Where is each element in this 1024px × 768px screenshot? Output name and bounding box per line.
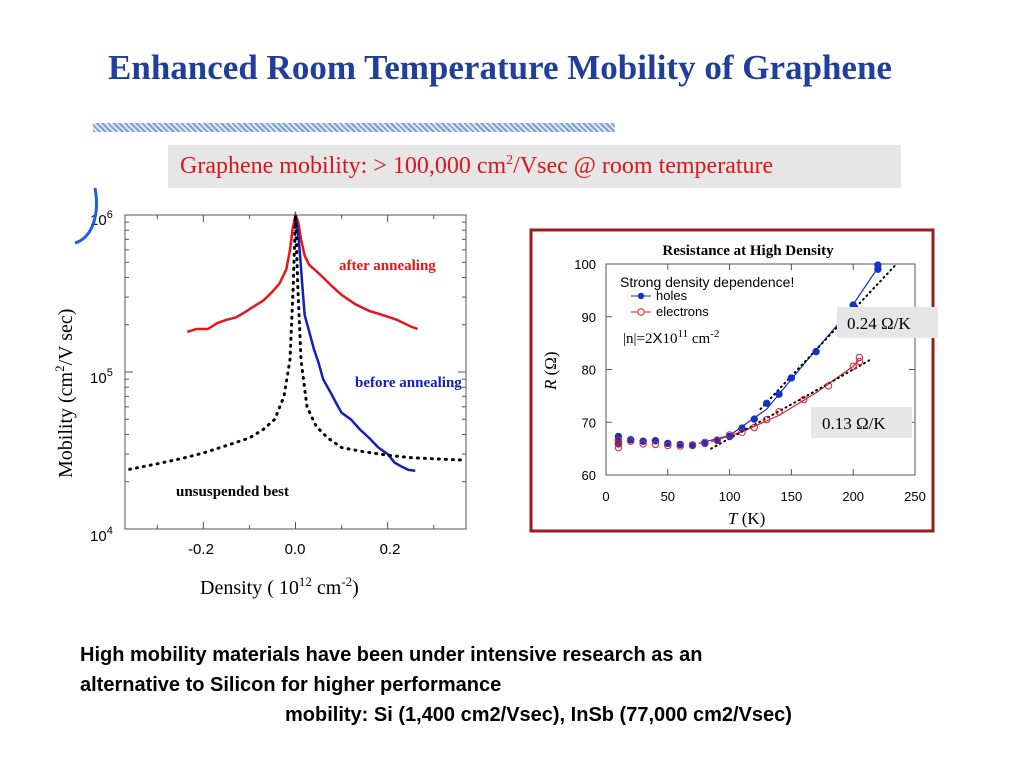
point-holes	[874, 261, 882, 269]
legend-electrons-marker	[637, 308, 645, 316]
decorative-swoosh	[74, 187, 98, 245]
point-electrons	[701, 438, 709, 446]
fit-electrons-extrap	[710, 357, 873, 450]
resistance-ytick-label: 100	[574, 257, 596, 272]
point-electrons	[849, 362, 857, 370]
mobility-ticks	[125, 215, 466, 530]
slope-label-electrons: 0.13 Ω/K	[822, 414, 886, 433]
point-electrons	[614, 443, 623, 452]
resistance-ytick-label: 60	[582, 468, 596, 483]
slope-box-holes	[837, 307, 938, 338]
legend-holes-marker	[637, 292, 645, 300]
banner-prefix: Graphene mobility: > 100,000 cm	[180, 153, 507, 179]
slope-box-electrons	[811, 407, 912, 438]
point-holes	[639, 437, 647, 445]
series-unsuspended-best	[128, 214, 463, 471]
mobility-ylabel: Mobility (cm2/V sec)	[52, 309, 77, 478]
resistance-xtick-label: 150	[781, 489, 803, 504]
fit-holes-extrap	[759, 263, 898, 411]
point-electrons	[614, 436, 623, 444]
annotation-after-annealing: after annealing	[339, 258, 436, 274]
resistance-xtick-label: 200	[842, 489, 864, 504]
point-holes	[775, 390, 783, 398]
resistance-ytick-label: 70	[582, 415, 596, 430]
point-electrons	[775, 408, 783, 416]
resistance-ytick-label: 90	[582, 310, 596, 325]
charts-canvas: 104 105 106 -0.2 0.0 0.2 Density ( 1012 …	[52, 187, 938, 599]
point-holes	[787, 374, 796, 382]
resistance-chart-title: Resistance at High Density	[662, 243, 834, 259]
point-holes	[664, 439, 672, 448]
resistance-ytick-label: 80	[582, 363, 596, 378]
point-holes	[627, 436, 635, 444]
legend-holes-label: holes	[656, 288, 688, 303]
point-electrons	[713, 436, 721, 444]
page-title: Enhanced Room Temperature Mobility of Gr…	[108, 48, 892, 87]
point-holes	[812, 347, 820, 356]
point-electrons	[738, 428, 746, 436]
resistance-points	[614, 261, 882, 452]
point-electrons	[725, 431, 734, 439]
resistance-panel-border	[529, 228, 935, 533]
point-electrons	[639, 440, 647, 448]
mobility-xtick-0.0: 0.0	[285, 541, 306, 558]
mobility-lines	[128, 210, 463, 472]
body-text: High mobility materials have been under …	[80, 640, 980, 730]
legend-electrons-label: electrons	[656, 304, 709, 319]
mobility-xlabel: Density ( 1012 cm-2)	[200, 574, 359, 599]
point-electrons	[688, 441, 697, 450]
banner-suffix: /Vsec @ room temperature	[513, 153, 774, 179]
resistance-xtick-label: 100	[719, 489, 741, 504]
resistance-ylabel: R (Ω)	[541, 351, 560, 391]
annotation-unsuspended-best: unsuspended best	[176, 484, 289, 500]
body-line-3: mobility: Si (1,400 cm2/Vsec), InSb (77,…	[285, 704, 792, 726]
title-divider	[93, 123, 615, 132]
point-holes	[750, 415, 758, 423]
resistance-xlabel: T (K)	[728, 509, 765, 528]
point-holes	[614, 432, 623, 441]
density-label: |n|=2X1011 cm-2	[623, 328, 719, 347]
resistance-xtick-label: 50	[661, 489, 675, 504]
resistance-inner-text: Strong density dependence!	[620, 274, 794, 290]
point-holes	[763, 399, 771, 407]
point-electrons	[800, 395, 808, 404]
resistance-chart: Resistance at High Density 0 50 100 150 200 2…	[529, 228, 938, 533]
body-line-2: alternative to Silicon for higher perfor…	[80, 674, 502, 696]
point-electrons	[664, 441, 672, 450]
annotation-before-annealing: before annealing	[355, 375, 462, 391]
mobility-chart: 104 105 106 -0.2 0.0 0.2 Density ( 1012 …	[52, 187, 467, 599]
point-electrons	[824, 382, 833, 390]
point-electrons	[763, 415, 771, 424]
mobility-xtick-neg0.2: -0.2	[188, 541, 214, 558]
mobility-xtick-0.2: 0.2	[380, 541, 401, 558]
point-electrons	[614, 439, 623, 448]
point-electrons	[627, 437, 635, 445]
body-line-1: High mobility materials have been under …	[80, 644, 703, 666]
slope-label-holes: 0.24 Ω/K	[847, 314, 911, 333]
resistance-xtick-label: 0	[602, 489, 609, 504]
mobility-ytick-1e5: 105	[90, 367, 113, 387]
series-before-annealing	[294, 214, 416, 472]
point-electrons	[750, 423, 758, 432]
resistance-ticks: 0 50 100 150 200 250 60 70 80 90 100	[574, 257, 926, 504]
point-electrons	[855, 357, 864, 366]
banner-superscript: 2	[506, 153, 514, 168]
point-electrons	[855, 353, 864, 362]
point-electrons	[676, 442, 684, 450]
resistance-xtick-label: 250	[904, 489, 926, 504]
legend: holes electrons	[631, 288, 709, 319]
mobility-ytick-1e4: 104	[90, 525, 113, 545]
mobility-banner: Graphene mobility: > 100,000 cm2/Vsec @ …	[168, 145, 901, 188]
point-electrons	[651, 440, 660, 449]
